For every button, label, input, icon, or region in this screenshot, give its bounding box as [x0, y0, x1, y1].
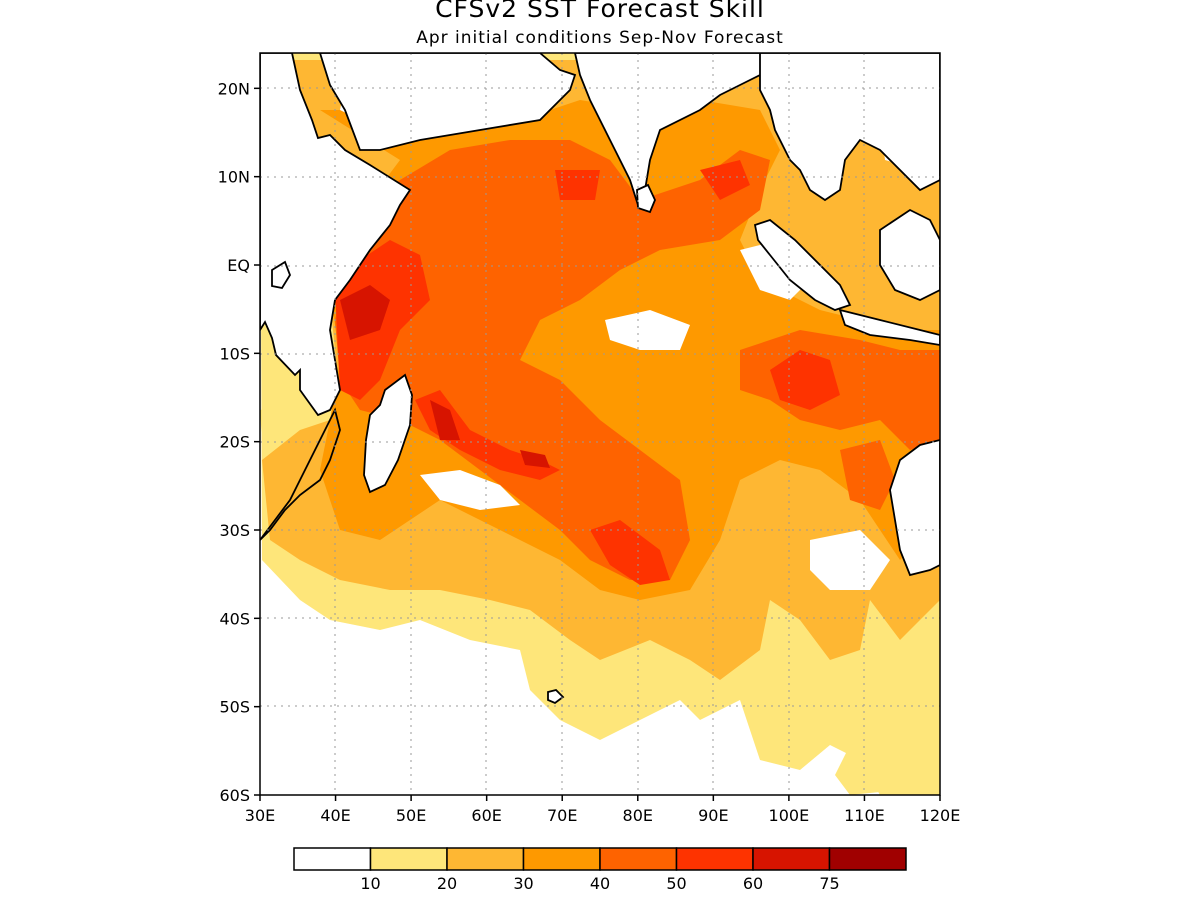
band-60-75 — [340, 285, 390, 340]
colorbar-box — [293, 847, 372, 871]
band-40-50 — [335, 140, 770, 580]
lat-tick-label: 20N — [218, 79, 250, 98]
lon-tick-label: 110E — [844, 806, 885, 825]
lon-tick-label: 80E — [623, 806, 653, 825]
band-10-20-south — [835, 735, 910, 795]
colorbar-label: 10 — [360, 874, 380, 893]
somalia-island — [271, 260, 291, 290]
band-10-20-sw — [260, 400, 300, 440]
kerguelen — [547, 689, 565, 705]
lon-tick-label: 70E — [547, 806, 577, 825]
colorbar-labels: 10 20 30 40 50 60 75 — [360, 874, 839, 893]
lat-tick-label: 20S — [219, 433, 250, 452]
lon-tick-label: 30E — [245, 806, 275, 825]
colorbar-label: 60 — [743, 874, 763, 893]
sumatra — [753, 218, 852, 311]
lon-tick-label: 40E — [320, 806, 350, 825]
lat-tick-label: 40S — [219, 609, 250, 628]
coastlines — [260, 53, 940, 705]
low-skill-andaman — [740, 240, 810, 300]
map-frame — [259, 52, 941, 796]
colorbar-label: 75 — [819, 874, 839, 893]
low-skill-east — [810, 530, 890, 590]
java — [838, 308, 940, 346]
colorbar-label: 50 — [666, 874, 686, 893]
sri-lanka — [636, 183, 656, 214]
lat-tick-label: 10S — [219, 344, 250, 363]
lat-tick-label: 10N — [218, 168, 250, 187]
band-50-60-e — [700, 160, 750, 200]
low-skill-south — [420, 470, 520, 510]
colorbar-box — [675, 847, 754, 871]
band-40-50-east2 — [840, 440, 895, 510]
colorbar-label: 20 — [437, 874, 457, 893]
lon-tick-label: 120E — [920, 806, 961, 825]
band-60-75-b — [430, 400, 460, 440]
madagascar — [363, 373, 413, 494]
band-50-60-c — [590, 520, 670, 585]
africa-coast — [260, 53, 412, 417]
lon-tick-label: 100E — [769, 806, 810, 825]
map-subtitle: Apr initial conditions Sep-Nov Forecast — [416, 28, 784, 48]
lon-axis: 30E 40E 50E 60E 70E 80E 90E 100E 110E 120E — [245, 795, 961, 825]
lat-tick-label: EQ — [227, 256, 250, 275]
map-title: CFSv2 SST Forecast Skill — [435, 0, 765, 23]
lat-axis: 20N 10N EQ 10S 20S 30S 40S 50S 60S — [218, 79, 260, 805]
lon-tick-label: 60E — [471, 806, 501, 825]
australia — [889, 439, 940, 577]
lat-tick-label: 30S — [219, 521, 250, 540]
lon-tick-label: 50E — [396, 806, 426, 825]
colorbar-box — [369, 847, 448, 871]
colorbar-box — [752, 847, 831, 871]
lat-tick-label: 60S — [219, 786, 250, 805]
arabia-coast — [319, 53, 577, 151]
low-skill-central — [605, 310, 690, 350]
india — [574, 53, 782, 208]
colorbar-box — [599, 847, 678, 871]
band-50-60-d — [770, 350, 840, 410]
lat-tick-label: 50S — [219, 698, 250, 717]
colorbar-label: 40 — [590, 874, 610, 893]
colorbar-box — [522, 847, 601, 871]
lon-tick-label: 90E — [698, 806, 728, 825]
colorbar-label: 30 — [513, 874, 533, 893]
band-50-60-f — [555, 170, 600, 200]
borneo — [879, 208, 940, 301]
southeast-asia — [759, 53, 940, 202]
gridlines — [260, 53, 940, 795]
colorbar-boxes — [293, 847, 907, 871]
colorbar-box — [828, 847, 907, 871]
colorbar-box — [446, 847, 525, 871]
band-60-75-c — [520, 450, 550, 468]
